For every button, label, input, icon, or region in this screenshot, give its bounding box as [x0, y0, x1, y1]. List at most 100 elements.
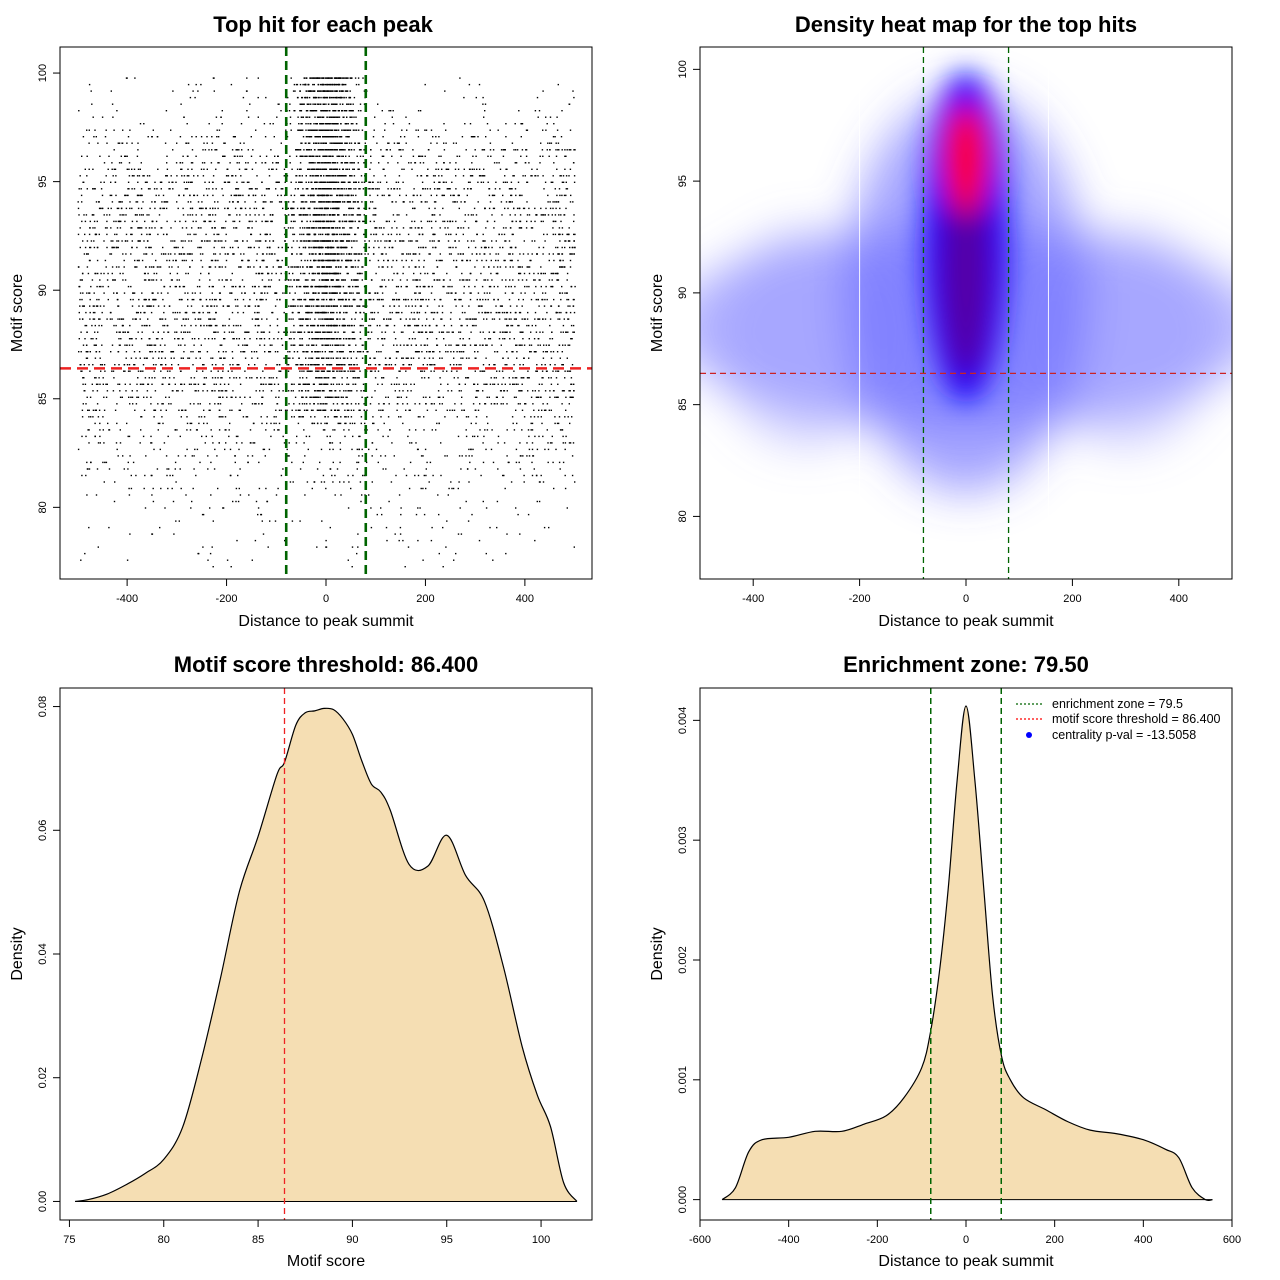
p1-point: [358, 351, 360, 353]
p1-point: [422, 396, 425, 398]
p1-point: [573, 546, 575, 548]
p1-point: [120, 318, 123, 320]
p1-point: [475, 324, 477, 327]
p1-point: [431, 526, 433, 529]
p1-point: [122, 272, 124, 275]
p1-point: [403, 240, 405, 242]
p1-point: [168, 259, 171, 262]
p1-point: [240, 175, 242, 177]
p1-point: [79, 246, 81, 249]
p1-point: [378, 409, 380, 411]
p1-point: [270, 220, 272, 223]
p1-point: [128, 344, 131, 346]
p1-point: [296, 253, 298, 255]
p1-point: [348, 429, 350, 431]
p1-point: [334, 396, 336, 398]
p1-point: [410, 357, 412, 359]
p1-point: [206, 422, 208, 425]
p1-point: [446, 188, 448, 190]
p1-point: [378, 364, 380, 366]
p1-point: [177, 266, 179, 268]
p1-point: [567, 318, 570, 320]
p1-point: [408, 324, 410, 327]
p1-point: [524, 403, 526, 405]
p1-point: [296, 279, 299, 281]
p1-point: [151, 344, 153, 346]
p1-point: [287, 214, 290, 216]
p1-point: [167, 331, 169, 333]
p1-point: [420, 455, 423, 457]
p1-point: [561, 285, 563, 288]
p1-point: [461, 311, 464, 314]
p1-point: [359, 435, 361, 438]
p1-point: [122, 324, 124, 327]
p1-point: [244, 396, 246, 398]
p1-point: [482, 103, 484, 105]
p1-point: [477, 201, 479, 203]
p1-point: [268, 351, 271, 353]
p1-point: [198, 351, 200, 353]
p1-point: [369, 259, 371, 262]
p1-point: [560, 331, 562, 333]
p1-point: [390, 364, 393, 366]
p1-point: [191, 214, 194, 216]
p1-point: [557, 305, 560, 307]
p1-point: [79, 227, 81, 229]
p1-point: [148, 246, 150, 249]
p1-point: [430, 129, 433, 131]
p1-point: [94, 227, 96, 229]
p1-point: [548, 279, 551, 281]
p1-point: [119, 442, 122, 444]
p1-point: [482, 461, 485, 464]
p1-point: [93, 214, 95, 216]
p1-point: [550, 351, 552, 353]
p1-point: [414, 279, 416, 281]
p1-point: [425, 331, 427, 333]
p1-point: [214, 207, 216, 210]
p1-point: [278, 181, 280, 183]
p1-point: [443, 338, 445, 340]
p1-point: [196, 429, 198, 431]
p1-point: [381, 194, 383, 197]
p1-point: [536, 370, 538, 372]
p1-point: [84, 246, 87, 249]
p1-point: [177, 364, 180, 366]
p1-point: [146, 344, 149, 346]
p1-point: [172, 240, 174, 242]
p1-point: [542, 357, 545, 359]
p1-point: [273, 416, 275, 418]
p1-point: [141, 383, 143, 385]
p1-point: [429, 331, 431, 333]
p1-point: [399, 318, 402, 320]
p1-point: [191, 136, 193, 138]
p1-point: [173, 533, 175, 535]
p1-point: [503, 311, 506, 314]
p1-point: [236, 364, 238, 366]
p1-point: [449, 246, 452, 249]
p1-point: [499, 331, 501, 333]
panel1-title: Top hit for each peak: [213, 12, 433, 37]
p1-point: [472, 435, 474, 438]
p1-point: [555, 220, 557, 223]
p1-point: [227, 207, 229, 210]
p1-point: [571, 416, 573, 418]
p1-point: [255, 240, 257, 242]
p1-point: [180, 383, 182, 385]
p1-point: [385, 396, 387, 398]
p1-point: [247, 149, 249, 151]
p1-point: [487, 422, 489, 425]
p1-point: [171, 351, 173, 353]
p1-point: [164, 344, 166, 346]
p1-point: [197, 403, 199, 405]
p1-point: [201, 266, 204, 268]
p1-point: [166, 162, 168, 164]
p1-point: [471, 162, 473, 164]
p1-point: [112, 390, 115, 392]
p1-point: [409, 461, 412, 464]
p1-point: [199, 403, 201, 405]
p1-point: [223, 383, 226, 385]
p1-point: [99, 442, 101, 444]
p1-point: [519, 468, 522, 470]
p1-point: [128, 168, 130, 170]
p1-point: [499, 246, 501, 249]
